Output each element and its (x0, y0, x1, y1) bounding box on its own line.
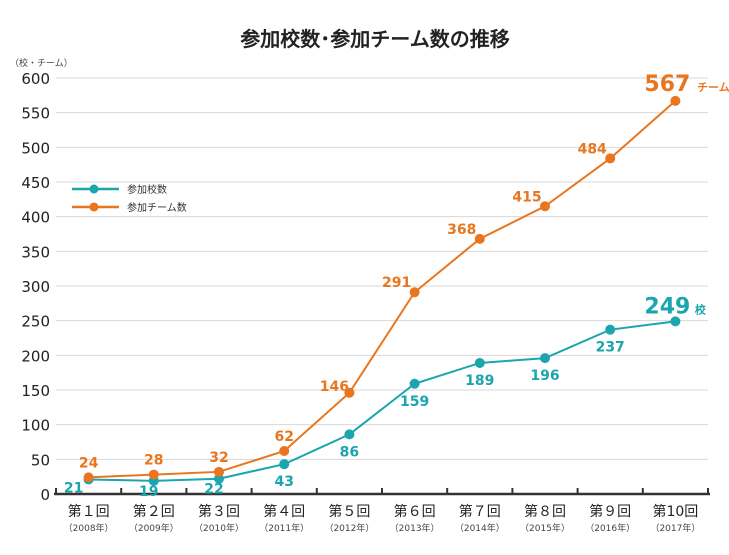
data-point (344, 429, 355, 440)
x-tick-year: （2012年） (324, 522, 374, 534)
legend-label: 参加チーム数 (127, 201, 187, 214)
data-label: 22 (204, 482, 223, 498)
series-line-teams (88, 100, 677, 479)
y-tick-label: 300 (21, 278, 50, 296)
x-tick-year: （2010年） (194, 522, 244, 534)
x-tick-label: 第７回 (459, 503, 501, 520)
y-tick-label: 400 (21, 209, 50, 227)
x-tick-year: （2015年） (520, 522, 570, 534)
data-point (214, 473, 224, 484)
data-point (540, 201, 550, 212)
y-tick-label: 450 (21, 174, 50, 192)
x-tick-year: （2013年） (390, 522, 440, 534)
data-label-final: 249 (644, 294, 690, 319)
data-point (605, 324, 616, 335)
data-label: 291 (382, 275, 411, 291)
data-point (148, 469, 159, 480)
data-point (279, 459, 290, 470)
data-label: 146 (320, 379, 349, 395)
x-tick-year: （2011年） (259, 522, 309, 534)
y-tick-label: 550 (21, 105, 50, 123)
data-point (474, 233, 485, 244)
legend-marker (89, 184, 99, 194)
data-label-unit: チーム (697, 81, 729, 94)
x-tick-year: （2009年） (129, 522, 179, 534)
y-tick-label: 150 (21, 382, 50, 400)
data-point (279, 446, 290, 457)
data-label-final: 567 (644, 72, 690, 97)
data-label: 159 (400, 394, 429, 410)
y-tick-label: 600 (21, 70, 50, 88)
data-point (605, 153, 616, 164)
x-tick-label: 第６回 (394, 503, 436, 520)
y-axis-unit: （校・チーム） (10, 57, 73, 69)
data-label: 189 (465, 373, 494, 389)
series-line-schools (88, 320, 676, 482)
data-label: 21 (64, 480, 83, 496)
x-tick-label: 第３回 (198, 503, 240, 520)
x-tick-label: 第10回 (652, 503, 698, 520)
data-point (540, 353, 550, 364)
data-label: 32 (209, 450, 228, 466)
x-tick-label: 第８回 (524, 503, 566, 520)
x-tick-label: 第１回 (68, 503, 110, 520)
data-label: 237 (596, 340, 625, 356)
y-tick-label: 500 (21, 139, 50, 157)
x-tick-year: （2014年） (455, 522, 505, 534)
data-label: 196 (530, 368, 559, 384)
y-tick-label: 250 (21, 313, 50, 331)
data-label-unit: 校 (695, 302, 707, 316)
x-tick-label: 第２回 (133, 503, 175, 520)
data-point (344, 387, 355, 398)
data-label: 368 (447, 222, 476, 238)
x-tick-label: 第９回 (589, 503, 631, 520)
x-tick-label: 第４回 (263, 503, 305, 520)
data-point (409, 378, 420, 389)
x-tick-year: （2017年） (650, 522, 700, 534)
data-point (670, 95, 681, 106)
data-label: 43 (274, 474, 293, 490)
data-point (83, 472, 94, 483)
data-label: 28 (144, 453, 163, 469)
data-point (409, 287, 420, 298)
data-point (670, 316, 681, 327)
data-label: 19 (139, 484, 158, 500)
data-label: 484 (578, 141, 607, 157)
x-tick-year: （2016年） (585, 522, 635, 534)
legend-label: 参加校数 (127, 183, 167, 196)
chart-title: 参加校数･参加チーム数の推移 (240, 27, 509, 51)
data-label: 24 (79, 455, 99, 471)
data-point (214, 466, 224, 477)
legend-marker (89, 202, 99, 212)
x-tick-year: （2008年） (64, 522, 114, 534)
data-label: 415 (512, 189, 541, 205)
y-tick-label: 100 (21, 417, 50, 435)
data-label: 62 (274, 429, 293, 445)
y-tick-label: 50 (31, 451, 50, 469)
data-point (474, 357, 485, 368)
y-tick-label: 200 (21, 347, 50, 365)
y-tick-label: 350 (21, 243, 50, 261)
data-label: 86 (340, 444, 359, 460)
y-tick-label: 0 (40, 486, 50, 504)
x-tick-label: 第５回 (328, 503, 370, 520)
